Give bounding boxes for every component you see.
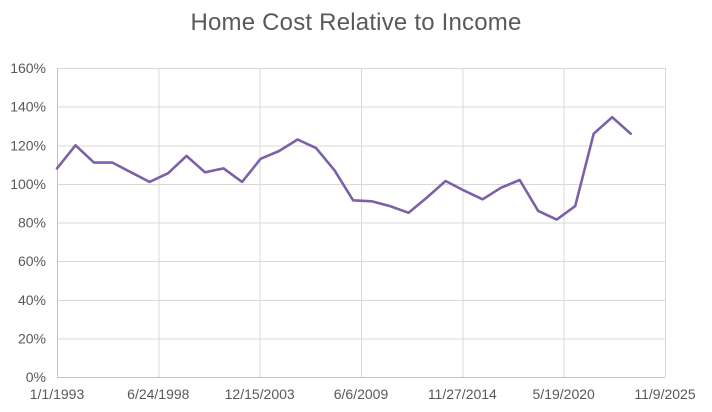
chart-title: Home Cost Relative to Income <box>190 9 522 36</box>
x-axis-tick-label: 11/9/2025 <box>634 386 695 402</box>
y-axis-tick-label: 100% <box>10 176 46 192</box>
y-axis-tick-label: 20% <box>18 330 46 346</box>
x-axis-tick-label: 1/1/1993 <box>30 386 85 402</box>
x-axis-tick-label: 6/24/1998 <box>127 386 189 402</box>
y-axis-tick-label: 80% <box>18 215 46 231</box>
y-axis-tick-label: 40% <box>18 292 46 308</box>
y-axis-tick-label: 160% <box>10 60 46 76</box>
x-axis-tick-label: 12/15/2003 <box>225 386 295 402</box>
x-axis-tick-label: 11/27/2014 <box>428 386 497 402</box>
y-axis-tick-label: 120% <box>10 137 46 153</box>
y-axis-tick-label: 60% <box>18 253 46 269</box>
y-axis-tick-label: 140% <box>10 99 46 115</box>
x-axis-tick-label: 6/6/2009 <box>334 386 389 402</box>
x-axis-tick-label: 5/19/2020 <box>533 386 595 402</box>
y-axis-tick-label: 0% <box>26 369 46 385</box>
series-line <box>55 115 633 221</box>
